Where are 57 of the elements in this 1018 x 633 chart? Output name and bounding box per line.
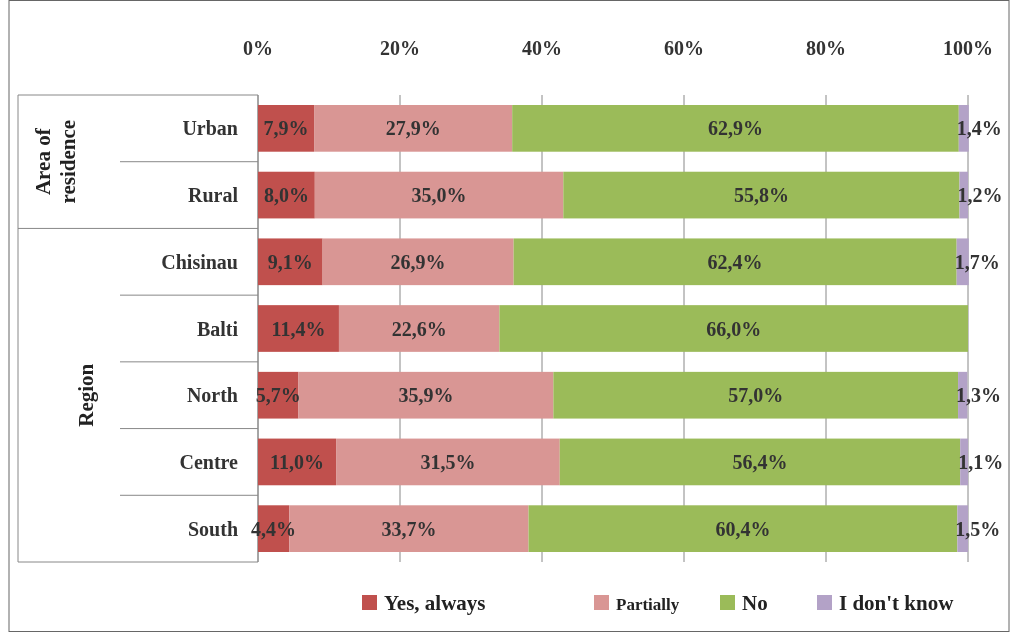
data-label: 35,0%: [411, 184, 467, 207]
bar: [322, 238, 514, 286]
data-label: 1,5%: [955, 517, 1001, 540]
data-label: 27,9%: [385, 117, 441, 140]
bar: [336, 438, 560, 486]
y-tick-label: South: [187, 517, 238, 540]
data-label: 22,6%: [391, 317, 447, 340]
data-label: 57,0%: [728, 384, 784, 407]
legend-label: Partially: [616, 595, 680, 614]
data-label: 8,0%: [263, 184, 309, 207]
bar: [258, 238, 323, 286]
data-label: 33,7%: [381, 517, 437, 540]
data-label: 7,9%: [263, 117, 309, 140]
y-tick-label: Balti: [196, 317, 239, 340]
y-tick-label: Chisinau: [161, 250, 238, 273]
bar: [513, 238, 957, 286]
text: Region: [74, 363, 98, 427]
legend-label: No: [742, 591, 768, 615]
data-label: 62,4%: [707, 250, 763, 273]
data-label: 62,9%: [707, 117, 763, 140]
y-tick-label: North: [186, 384, 238, 407]
bar: [338, 305, 500, 352]
data-label: 11,0%: [270, 450, 324, 473]
bar: [258, 305, 339, 352]
x-tick-label: 40%: [522, 37, 562, 59]
bar: [314, 171, 564, 219]
bar: [499, 305, 968, 352]
text: Area of residence: [31, 119, 80, 204]
bar: [553, 371, 959, 419]
bar: [528, 505, 958, 552]
x-tick-label: 0%: [243, 37, 273, 59]
x-tick-label: 60%: [664, 37, 704, 59]
data-label: 9,1%: [267, 250, 313, 273]
y-tick-label: Centre: [179, 450, 239, 473]
data-label: 66,0%: [706, 317, 762, 340]
legend-label: I don't know: [839, 591, 955, 615]
data-label: 1,1%: [958, 450, 1004, 473]
bar: [512, 105, 959, 152]
data-label: 26,9%: [390, 250, 446, 273]
data-label: 1,7%: [954, 250, 1000, 273]
data-label: 56,4%: [732, 450, 788, 473]
y-tick-label: Urban: [182, 117, 238, 140]
data-label: 55,8%: [733, 184, 789, 207]
x-tick-label: 80%: [806, 37, 846, 59]
bar: [563, 171, 960, 219]
bar: [314, 105, 513, 152]
data-label: 31,5%: [420, 450, 476, 473]
data-label: 60,4%: [715, 517, 771, 540]
x-tick-label: 100%: [943, 37, 993, 59]
x-tick-label: 20%: [380, 37, 420, 59]
bar: [298, 371, 554, 419]
data-label: 11,4%: [271, 317, 326, 340]
data-label: 35,9%: [398, 384, 454, 407]
bar: [559, 438, 961, 486]
data-label: 1,2%: [957, 184, 1003, 207]
y-tick-label: Rural: [188, 184, 239, 207]
legend-label: Yes, always: [384, 591, 486, 615]
